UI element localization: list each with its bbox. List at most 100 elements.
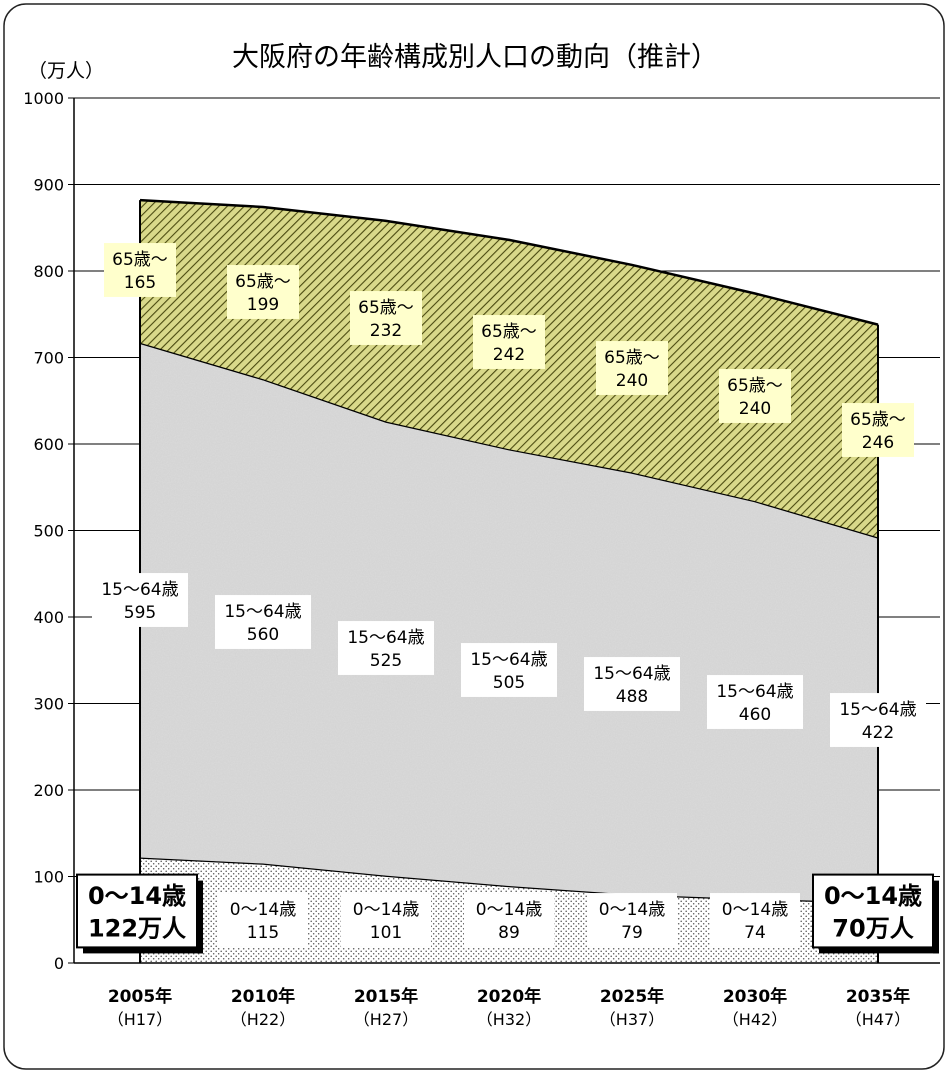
data-label-text: 0～14歳 bbox=[88, 882, 186, 910]
chart-title: 大阪府の年齢構成別人口の動向（推計） bbox=[232, 42, 718, 73]
data-label-text: 15～64歳 bbox=[101, 580, 178, 600]
data-label-text: 89 bbox=[498, 923, 520, 943]
label-elderly: 65歳～ 240 bbox=[596, 341, 668, 395]
x-tick-label: 2030年 bbox=[723, 986, 787, 1007]
data-label-shadow bbox=[197, 880, 203, 954]
label-young: 0～14歳 89 bbox=[464, 893, 554, 947]
data-label-text: 0～14歳 bbox=[599, 900, 665, 920]
data-label-text: 560 bbox=[247, 625, 279, 645]
label-working: 15～64歳 460 bbox=[707, 675, 803, 729]
y-tick-label: 700 bbox=[33, 349, 64, 368]
x-tick-sublabel: （H27） bbox=[354, 1010, 418, 1029]
data-label-box bbox=[461, 643, 557, 697]
data-label-text: 505 bbox=[493, 673, 525, 693]
data-label-text: 240 bbox=[616, 371, 648, 391]
data-label-text: 65歳～ bbox=[850, 410, 906, 430]
data-label-box bbox=[830, 693, 926, 747]
data-label-box bbox=[812, 873, 934, 949]
data-label-text: 15～64歳 bbox=[224, 602, 301, 622]
x-tick-label: 2015年 bbox=[354, 986, 418, 1007]
data-label-text: 74 bbox=[744, 923, 766, 943]
data-label-text: 15～64歳 bbox=[839, 700, 916, 720]
axes: 0 100 200 300 400 500 600 700 800 900 1000 2005年 （H1… bbox=[23, 89, 940, 1029]
data-label-box bbox=[842, 403, 914, 457]
y-tick-label: 400 bbox=[33, 608, 64, 627]
x-tick-sublabel: （H42） bbox=[723, 1010, 787, 1029]
y-axis-unit-label: （万人） bbox=[28, 60, 104, 82]
label-working: 15～64歳 525 bbox=[338, 621, 434, 675]
data-label-text: 0～14歳 bbox=[824, 882, 922, 910]
data-labels: 65歳～ 165 65歳～ 199 65歳～ 232 65歳～ 242 65歳～ 240 65歳～ 2… bbox=[76, 243, 939, 954]
data-label-box bbox=[596, 341, 668, 395]
data-label-box bbox=[473, 315, 545, 369]
x-tick-sublabel: （H17） bbox=[108, 1010, 172, 1029]
label-young: 0～14歳 115 bbox=[218, 893, 308, 947]
label-working: 15～64歳 488 bbox=[584, 657, 680, 711]
label-young: 0～14歳 101 bbox=[341, 893, 431, 947]
label-young-highlight: 0～14歳 122万人 bbox=[76, 873, 203, 954]
data-label-text: 595 bbox=[124, 603, 156, 623]
label-working: 15～64歳 422 bbox=[830, 693, 926, 747]
data-label-text: 15～64歳 bbox=[716, 682, 793, 702]
data-label-text: 65歳～ bbox=[604, 348, 660, 368]
data-label-box bbox=[464, 893, 554, 947]
y-tick-label: 0 bbox=[54, 954, 64, 973]
x-tick-sublabel: （H37） bbox=[600, 1010, 664, 1029]
data-label-box bbox=[92, 573, 188, 627]
data-label-text: 246 bbox=[862, 433, 894, 453]
data-label-box bbox=[227, 265, 299, 319]
y-tick-label: 800 bbox=[33, 262, 64, 281]
data-label-text: 0～14歳 bbox=[722, 900, 788, 920]
y-tick-label: 500 bbox=[33, 522, 64, 541]
data-label-text: 101 bbox=[370, 923, 402, 943]
data-label-text: 79 bbox=[621, 923, 643, 943]
data-label-text: 65歳～ bbox=[358, 298, 414, 318]
data-label-text: 460 bbox=[739, 705, 771, 725]
data-label-shadow bbox=[819, 947, 939, 954]
label-elderly: 65歳～ 242 bbox=[473, 315, 545, 369]
x-tick-sublabel: （H32） bbox=[477, 1010, 541, 1029]
x-tick-label: 2020年 bbox=[477, 986, 541, 1007]
data-label-text: 0～14歳 bbox=[230, 900, 296, 920]
data-label-box bbox=[350, 291, 422, 345]
data-label-text: 15～64歳 bbox=[347, 628, 424, 648]
x-tick-sublabel: （H47） bbox=[846, 1010, 910, 1029]
x-tick-label: 2005年 bbox=[108, 986, 172, 1007]
data-label-text: 15～64歳 bbox=[593, 664, 670, 684]
data-label-text: 0～14歳 bbox=[353, 900, 419, 920]
area-elderly-edge bbox=[139, 198, 879, 326]
label-elderly: 65歳～ 165 bbox=[104, 243, 176, 297]
data-label-text: 232 bbox=[370, 321, 402, 341]
data-label-text: 65歳～ bbox=[112, 250, 168, 270]
y-tick-label: 100 bbox=[33, 868, 64, 887]
label-young-highlight: 0～14歳 70万人 bbox=[812, 873, 939, 954]
data-label-text: 525 bbox=[370, 651, 402, 671]
data-label-text: 65歳～ bbox=[235, 272, 291, 292]
data-label-shadow bbox=[933, 880, 939, 954]
x-tick-label: 2035年 bbox=[846, 986, 910, 1007]
data-label-text: 15～64歳 bbox=[470, 650, 547, 670]
data-label-box bbox=[707, 675, 803, 729]
data-label-box bbox=[215, 595, 311, 649]
data-label-box bbox=[338, 621, 434, 675]
label-young: 0～14歳 74 bbox=[710, 893, 800, 947]
data-label-text: 65歳～ bbox=[727, 376, 783, 396]
label-young: 0～14歳 79 bbox=[587, 893, 677, 947]
data-label-box bbox=[719, 369, 791, 423]
label-elderly: 65歳～ 246 bbox=[842, 403, 914, 457]
x-tick-label: 2025年 bbox=[600, 986, 664, 1007]
data-label-text: 422 bbox=[862, 723, 894, 743]
data-label-box bbox=[76, 873, 198, 949]
data-label-text: 242 bbox=[493, 345, 525, 365]
data-label-box bbox=[584, 657, 680, 711]
data-label-text: 115 bbox=[247, 923, 279, 943]
label-elderly: 65歳～ 240 bbox=[719, 369, 791, 423]
data-label-text: 165 bbox=[124, 273, 156, 293]
data-label-text: 70万人 bbox=[832, 914, 913, 942]
label-working: 15～64歳 505 bbox=[461, 643, 557, 697]
y-tick-label: 300 bbox=[33, 695, 64, 714]
y-tick-label: 1000 bbox=[23, 89, 64, 108]
data-label-box bbox=[587, 893, 677, 947]
label-elderly: 65歳～ 232 bbox=[350, 291, 422, 345]
